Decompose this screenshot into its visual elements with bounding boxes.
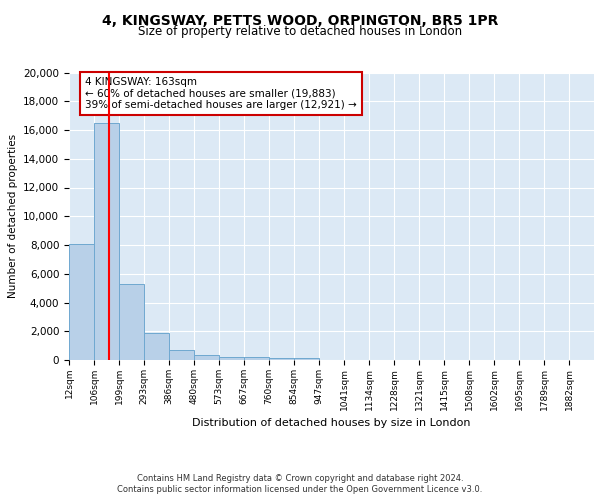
Text: 4, KINGSWAY, PETTS WOOD, ORPINGTON, BR5 1PR: 4, KINGSWAY, PETTS WOOD, ORPINGTON, BR5 …	[102, 14, 498, 28]
Bar	[244, 357, 269, 360]
Bar	[169, 350, 194, 360]
Text: Size of property relative to detached houses in London: Size of property relative to detached ho…	[138, 25, 462, 38]
Bar	[194, 356, 219, 360]
Bar	[294, 358, 319, 360]
Bar	[219, 356, 244, 360]
Bar	[144, 334, 169, 360]
Text: 4 KINGSWAY: 163sqm
← 60% of detached houses are smaller (19,883)
39% of semi-det: 4 KINGSWAY: 163sqm ← 60% of detached hou…	[85, 77, 356, 110]
Bar	[69, 244, 94, 360]
Bar	[119, 284, 144, 360]
X-axis label: Distribution of detached houses by size in London: Distribution of detached houses by size …	[192, 418, 471, 428]
Text: Contains HM Land Registry data © Crown copyright and database right 2024.
Contai: Contains HM Land Registry data © Crown c…	[118, 474, 482, 494]
Bar	[94, 123, 119, 360]
Bar	[269, 358, 294, 360]
Y-axis label: Number of detached properties: Number of detached properties	[8, 134, 17, 298]
